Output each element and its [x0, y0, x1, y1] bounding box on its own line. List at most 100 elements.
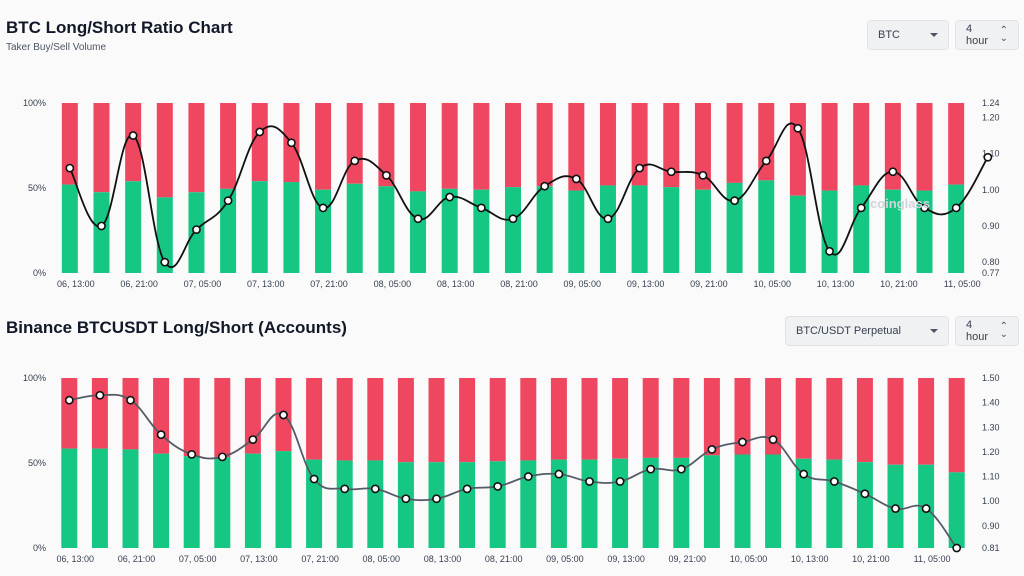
- ratio-point: [888, 167, 898, 177]
- bar-short: [428, 378, 445, 463]
- bar-short: [703, 378, 720, 456]
- bar-long: [599, 185, 616, 273]
- bar-long: [520, 460, 537, 548]
- bar-long: [694, 189, 711, 273]
- bar-short: [91, 378, 108, 449]
- ratio-point: [635, 163, 645, 173]
- y-right-tick: 1.00: [982, 185, 1000, 195]
- bar-short: [853, 103, 870, 186]
- x-tick: 08, 05:00: [363, 554, 401, 564]
- chart2-svg: 100% 50% 0% 1.50 1.40 1.30 1.20 1.10 1.00 0.90 0.8…: [23, 373, 1000, 564]
- ratio-point: [523, 472, 533, 481]
- y-right-tick: 1.20: [982, 447, 1000, 457]
- ratio-point: [309, 474, 319, 484]
- chart1-interval-select[interactable]: 4 hour ⌃ ⌄: [955, 20, 1019, 50]
- ratio-point: [65, 163, 75, 173]
- bar-long: [91, 448, 108, 548]
- bar-short: [536, 103, 553, 187]
- bar-short: [916, 103, 933, 191]
- bar-short: [612, 378, 629, 459]
- ratio-point: [476, 203, 486, 213]
- ratio-point: [187, 449, 197, 459]
- bar-short: [473, 103, 490, 190]
- y-left-tick: 100%: [23, 98, 46, 108]
- ratio-point: [462, 484, 472, 494]
- bar-short: [397, 378, 414, 463]
- bar-long: [441, 188, 458, 273]
- bar-long: [673, 457, 690, 548]
- updown-chevron-icon: ⌃ ⌄: [999, 25, 1008, 44]
- bar-short: [599, 103, 616, 186]
- bar-short: [306, 378, 323, 460]
- ratio-point: [768, 435, 778, 444]
- bar-long: [336, 460, 353, 548]
- bar-long: [550, 459, 567, 548]
- y-right-tick: 1.10: [982, 149, 1000, 159]
- ratio-point: [738, 437, 747, 447]
- bar-long: [916, 190, 933, 273]
- x-tick: 09, 05:00: [564, 279, 602, 289]
- bar-short: [568, 103, 585, 191]
- bar-long: [642, 457, 659, 548]
- x-tick: 09, 21:00: [690, 279, 728, 289]
- ratio-point: [493, 482, 503, 491]
- x-tick: 07, 13:00: [247, 279, 285, 289]
- x-tick: 07, 21:00: [310, 279, 348, 289]
- y-right-tick: 0.90: [982, 221, 1000, 231]
- bar-short: [663, 103, 680, 188]
- bar-short: [410, 103, 427, 192]
- bar-short: [505, 103, 521, 188]
- x-tick: 11, 05:00: [944, 279, 981, 289]
- y-left-tick: 0%: [33, 543, 46, 553]
- x-tick: 10, 21:00: [880, 279, 918, 289]
- bar-long: [758, 180, 775, 273]
- bar-long: [283, 182, 300, 273]
- bar-long: [581, 459, 598, 548]
- ratio-point: [707, 445, 717, 454]
- x-tick: 09, 13:00: [607, 554, 645, 564]
- bar-short: [336, 378, 353, 461]
- bar-long: [505, 187, 521, 273]
- ratio-point: [676, 464, 686, 474]
- bar-short: [795, 378, 812, 459]
- chart2-symbol-select[interactable]: BTC/USDT Perpetual: [785, 316, 949, 346]
- ratio-point: [646, 464, 656, 474]
- x-tick: 08, 13:00: [424, 554, 462, 564]
- bar-long: [734, 454, 751, 548]
- bar-short: [61, 378, 78, 449]
- y-right-tick: 1.50: [982, 373, 1000, 383]
- x-tick: 06, 21:00: [120, 279, 158, 289]
- bar-long: [536, 186, 553, 273]
- bar-short: [441, 103, 458, 189]
- bar-long: [489, 461, 506, 548]
- ratio-point: [825, 246, 834, 256]
- x-tick: 10, 13:00: [817, 279, 855, 289]
- bar-long: [612, 458, 629, 548]
- bar-long: [568, 190, 585, 273]
- bar-long: [397, 462, 414, 548]
- x-tick: 11, 05:00: [914, 554, 951, 564]
- bar-short: [378, 103, 395, 187]
- chart1-symbol-select[interactable]: BTC: [867, 20, 949, 50]
- bar-short: [459, 378, 476, 463]
- bar-short: [581, 378, 598, 460]
- ratio-point: [381, 170, 391, 180]
- x-tick: 08, 21:00: [500, 279, 538, 289]
- chart2-interval-select[interactable]: 4 hour ⌃ ⌄: [955, 316, 1019, 346]
- bar-short: [183, 378, 200, 457]
- x-tick: 08, 05:00: [374, 279, 412, 289]
- ratio-point: [540, 181, 550, 191]
- bar-long: [244, 453, 261, 548]
- y-right-tick: 1.10: [982, 472, 1000, 482]
- ratio-point: [585, 477, 594, 486]
- bar-short: [884, 103, 901, 190]
- y-right-tick: 1.40: [982, 398, 1000, 408]
- y-right-tick: 1.20: [982, 112, 1000, 122]
- bar-long: [306, 459, 323, 548]
- ratio-line: [69, 122, 989, 268]
- ratio-point: [217, 452, 227, 462]
- ratio-point: [401, 494, 411, 504]
- y-right-tick: 0.77: [982, 268, 1000, 278]
- bar-long: [789, 195, 806, 273]
- ratio-point: [160, 257, 170, 267]
